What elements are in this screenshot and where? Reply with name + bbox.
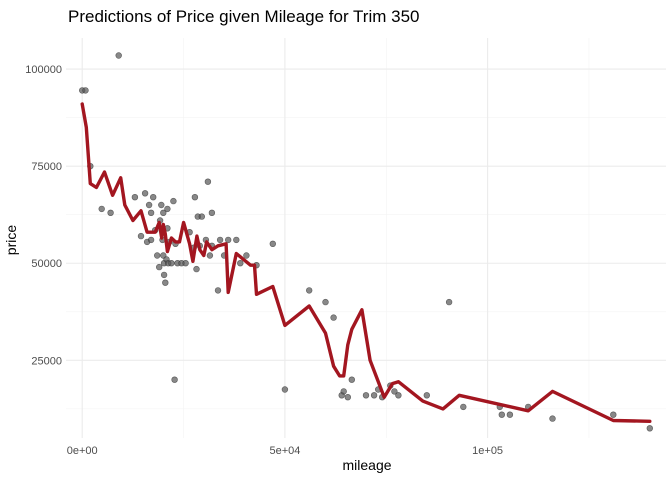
y-tick-label: 50000	[31, 258, 62, 270]
data-point	[395, 392, 402, 399]
data-point	[156, 263, 163, 271]
data-point	[306, 287, 313, 294]
data-point	[154, 252, 161, 259]
chart-title: Predictions of Price given Mileage for T…	[68, 7, 420, 26]
data-point	[193, 265, 200, 273]
data-point	[137, 232, 145, 240]
data-point	[391, 388, 398, 395]
data-point	[243, 252, 250, 259]
data-point	[115, 52, 122, 59]
data-point	[162, 279, 169, 286]
data-point	[498, 411, 505, 418]
x-tick-label: 0e+00	[67, 445, 98, 457]
data-point	[160, 209, 167, 217]
data-point	[344, 394, 351, 401]
data-point	[269, 240, 276, 248]
data-point	[208, 209, 216, 217]
data-point	[147, 209, 155, 217]
data-point	[610, 411, 617, 418]
data-point	[281, 386, 289, 393]
y-axis-title: price	[3, 225, 19, 256]
data-point	[225, 236, 232, 244]
data-point	[362, 392, 370, 399]
data-point	[160, 271, 168, 279]
x-axis-ticks: 0e+00 5e+04 1e+05	[67, 445, 503, 457]
data-point	[191, 194, 199, 201]
data-point	[322, 298, 329, 306]
data-point	[147, 236, 155, 244]
y-tick-label: 100000	[25, 64, 62, 76]
data-point	[237, 260, 244, 267]
data-point	[506, 411, 514, 418]
data-point	[233, 236, 240, 244]
data-point	[216, 236, 224, 244]
data-point	[214, 287, 222, 294]
data-point	[170, 197, 177, 205]
data-point	[182, 260, 189, 267]
data-point	[150, 194, 157, 201]
y-tick-label: 25000	[31, 355, 62, 367]
data-point	[204, 178, 212, 185]
data-point	[206, 252, 214, 259]
data-point	[98, 205, 105, 213]
data-point	[330, 314, 337, 321]
data-point	[158, 201, 165, 209]
data-point	[460, 403, 467, 411]
data-point	[131, 194, 139, 201]
data-point	[445, 298, 453, 306]
prediction-line	[80, 102, 652, 423]
data-point	[198, 213, 206, 220]
data-point	[107, 209, 114, 217]
prediction-line-group	[80, 102, 652, 423]
x-tick-label: 1e+05	[472, 445, 503, 457]
data-point	[549, 415, 556, 422]
data-point	[164, 205, 171, 213]
data-point	[423, 392, 430, 399]
data-point	[171, 376, 178, 383]
y-tick-label: 75000	[31, 161, 62, 173]
x-tick-label: 5e+04	[269, 445, 300, 457]
data-point	[348, 376, 355, 383]
x-axis-title: mileage	[342, 457, 391, 473]
data-point	[82, 87, 89, 94]
data-point	[646, 425, 653, 432]
grid-lines	[66, 38, 666, 438]
data-point	[145, 201, 153, 209]
data-point	[370, 392, 378, 399]
y-axis-ticks: 25000 50000 75000 100000	[25, 64, 62, 367]
data-point	[168, 260, 175, 267]
data-point	[340, 388, 347, 395]
data-point	[141, 190, 149, 197]
